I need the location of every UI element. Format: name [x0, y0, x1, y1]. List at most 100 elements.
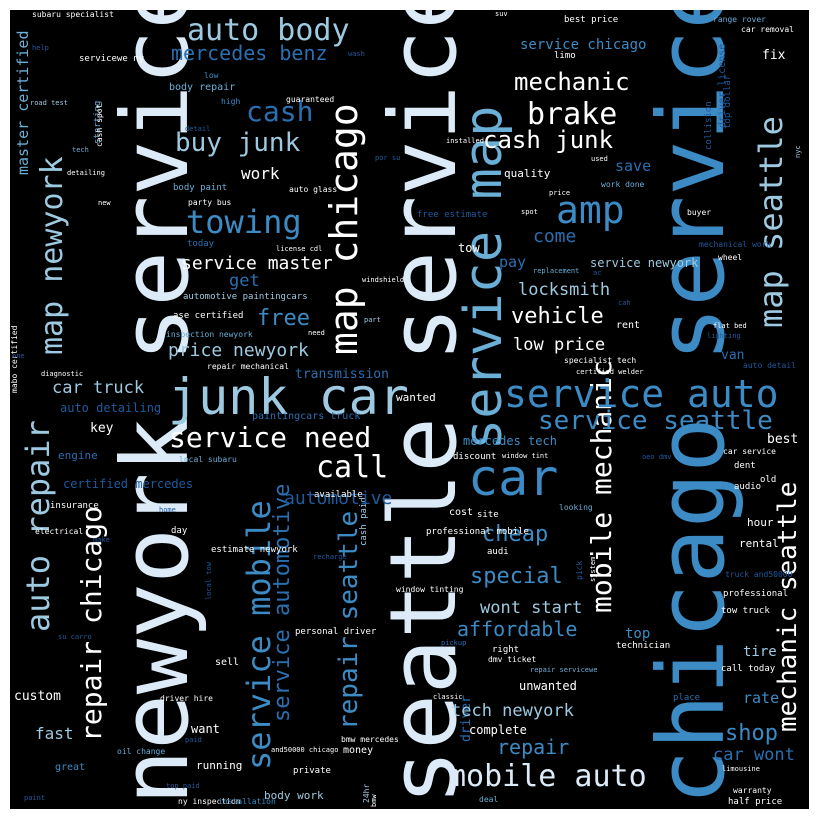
word: body paint — [173, 183, 228, 193]
word: great — [55, 762, 86, 773]
word: ase certified — [173, 311, 244, 321]
word: old — [760, 475, 777, 485]
word: detail — [185, 125, 211, 133]
word: cash junk — [483, 126, 614, 154]
word: repair servicewe — [530, 666, 598, 674]
word: price — [549, 189, 571, 197]
word: shop — [725, 721, 778, 746]
word: driver hire — [160, 694, 213, 703]
word: service auto — [504, 372, 779, 416]
word: need — [308, 329, 325, 337]
word: suv — [495, 10, 508, 18]
word: low — [204, 71, 219, 80]
word: local tow — [205, 562, 213, 600]
word: bmw mercedes — [341, 735, 399, 744]
word: su carro — [58, 633, 92, 641]
word: service master — [181, 253, 333, 274]
word: running — [196, 759, 243, 772]
word: mechanic — [514, 68, 630, 96]
word: diagnostic — [41, 370, 84, 378]
word: master certified — [14, 30, 32, 176]
word: discount — [453, 452, 497, 462]
word: insurance — [50, 501, 99, 511]
word: work done — [601, 180, 645, 189]
word: window tint — [502, 452, 549, 460]
word: cash spot — [95, 103, 104, 147]
word: paint — [24, 794, 46, 802]
word: available — [314, 490, 363, 500]
word: lighting — [707, 332, 741, 340]
word: save — [615, 157, 652, 175]
word: site — [477, 510, 499, 520]
word: cheap — [482, 522, 549, 547]
word: engine — [58, 449, 98, 462]
word: new — [98, 199, 111, 207]
word: quality — [504, 167, 551, 180]
word: road test — [30, 99, 68, 107]
word: mercedes tech — [463, 434, 557, 448]
word: junk car — [168, 368, 409, 426]
word: body work — [264, 789, 324, 802]
word: amp — [556, 188, 625, 232]
word: professional — [723, 589, 789, 599]
word: subaru specialist — [32, 10, 114, 19]
word: used — [591, 155, 608, 163]
word: windshield — [362, 276, 405, 284]
word: audio — [734, 482, 762, 492]
word: map chicago — [322, 103, 366, 355]
word: automotive — [284, 488, 393, 509]
word: audi — [487, 547, 509, 557]
word: mechanical work — [699, 240, 772, 249]
word: one — [12, 352, 25, 360]
word: free — [257, 306, 310, 331]
word: fix — [762, 48, 786, 63]
word: repair mechanical — [207, 362, 289, 371]
word: complete — [469, 723, 527, 737]
word: collision — [704, 101, 714, 150]
word: personal driver — [295, 627, 377, 637]
word: help — [32, 44, 49, 52]
word: come — [533, 226, 577, 247]
word: dmv ticket — [488, 655, 537, 664]
word: top — [625, 626, 651, 642]
word: tow — [458, 241, 480, 255]
word: limousine — [722, 765, 760, 773]
word: service seattle — [538, 406, 773, 436]
word: deal — [479, 795, 499, 804]
word: service map — [454, 105, 514, 450]
word: estimate newyork — [211, 545, 298, 555]
word: por su — [375, 154, 401, 162]
word: car — [468, 449, 559, 507]
word: make — [93, 536, 110, 544]
word: high — [221, 97, 241, 106]
word: specialist tech — [564, 356, 637, 365]
word: service chicago — [520, 37, 647, 53]
word: repair — [497, 735, 570, 759]
word: service newyork — [590, 256, 699, 270]
word: right — [492, 645, 520, 655]
word: price newyork — [168, 340, 309, 361]
word: electrical — [35, 527, 84, 536]
word: recharge — [313, 553, 347, 561]
word: money — [343, 745, 374, 756]
word: car service — [723, 447, 776, 456]
word: private — [293, 766, 331, 776]
word: sell — [215, 657, 240, 668]
word: fast — [35, 724, 74, 743]
word: place — [673, 693, 701, 703]
word: tech newyork — [451, 701, 574, 721]
word: certified welder — [576, 368, 644, 376]
word: spot — [521, 208, 538, 216]
word: replacement — [533, 267, 580, 275]
word: car wont — [713, 745, 795, 765]
word: call — [316, 450, 389, 485]
word: window tinting — [396, 585, 464, 594]
word: wash — [348, 50, 365, 58]
word: service need — [169, 421, 372, 454]
word: tow truck — [721, 606, 770, 616]
word: local subaru — [179, 455, 237, 464]
word: technician — [616, 641, 671, 651]
word: ny inspection — [178, 797, 241, 806]
word: van — [721, 348, 745, 363]
word: license cdl — [276, 245, 323, 253]
